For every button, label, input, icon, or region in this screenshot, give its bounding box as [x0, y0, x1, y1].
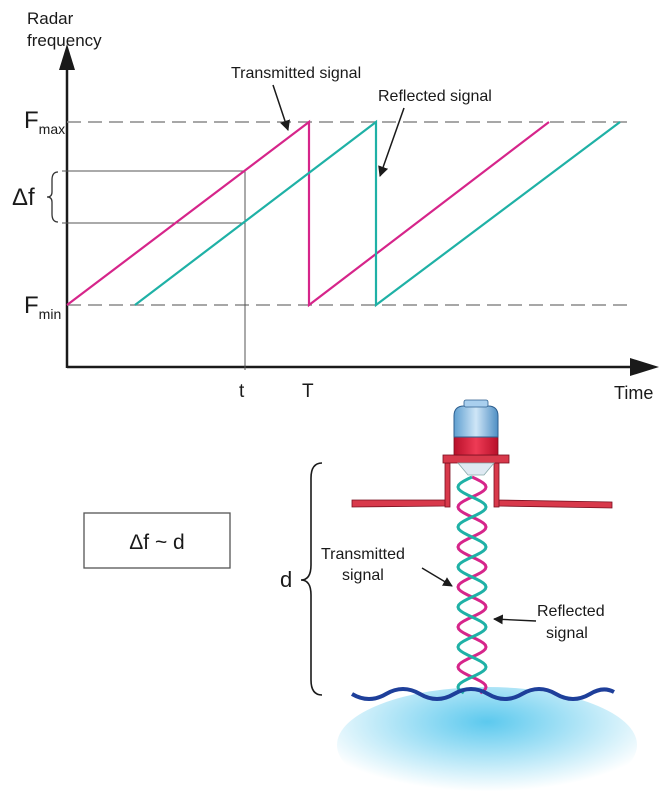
tank-roof-left	[351, 499, 448, 508]
fmax-label-sub: max	[39, 121, 65, 137]
sensor-cap-top	[463, 399, 489, 408]
sensor-reflected-arrow	[493, 614, 537, 625]
transmitted-signal-line	[66, 119, 550, 308]
sensor-flange	[442, 454, 510, 464]
tank-roof-right	[496, 499, 613, 509]
nozzle-left-wall	[444, 462, 451, 508]
tick-label-t: t	[239, 381, 245, 402]
distance-brace	[300, 462, 323, 696]
fmin-label-main: F	[24, 292, 39, 319]
antenna-horn	[457, 462, 495, 476]
fmin-label-sub: min	[39, 306, 62, 322]
liquid-surface-line	[350, 687, 615, 701]
sensor-transmitted-arrow	[421, 567, 453, 587]
tick-label-T: T	[302, 381, 314, 402]
y-axis-label-line1: Radar	[27, 9, 74, 28]
sensor-housing	[453, 435, 499, 456]
reflected-signal-label: Reflected signal	[378, 88, 492, 105]
sensor-reflected-label-line1: Reflected	[537, 603, 605, 620]
transmitted-callout-arrow	[272, 84, 290, 131]
nozzle-right-wall	[493, 462, 500, 508]
frequency-chart: Radar frequency Fmax Fmin Δf t T Time Tr…	[12, 9, 659, 403]
transmitted-signal-label: Transmitted signal	[231, 65, 361, 82]
sensor-reflected-label-line2: signal	[546, 625, 588, 642]
formula-text: Δf ~ d	[129, 531, 184, 554]
fmin-label: Fmin	[24, 292, 61, 322]
y-axis-arrow-icon	[59, 44, 75, 70]
delta-f-brace	[46, 171, 59, 223]
x-axis-arrow-icon	[630, 358, 659, 376]
distance-label: d	[280, 567, 292, 592]
sensor-cap	[453, 405, 499, 438]
fmax-label-main: F	[24, 107, 39, 134]
sensor-transmitted-label-line1: Transmitted	[321, 546, 405, 563]
delta-f-label: Δf	[12, 184, 35, 211]
fmax-label: Fmax	[24, 107, 65, 137]
sensor-transmitted-label-line2: signal	[342, 567, 384, 584]
y-axis-label-line2: frequency	[27, 31, 102, 50]
x-axis-label: Time	[614, 383, 653, 403]
reflected-wave	[456, 475, 488, 695]
radar-sensor-illustration: d Δf ~ d Transmitted signal Reflected si…	[83, 399, 637, 800]
reflected-signal-line	[134, 119, 621, 308]
liquid-body	[337, 687, 637, 800]
reflected-callout-arrow	[378, 107, 405, 177]
formula-box	[83, 512, 231, 569]
